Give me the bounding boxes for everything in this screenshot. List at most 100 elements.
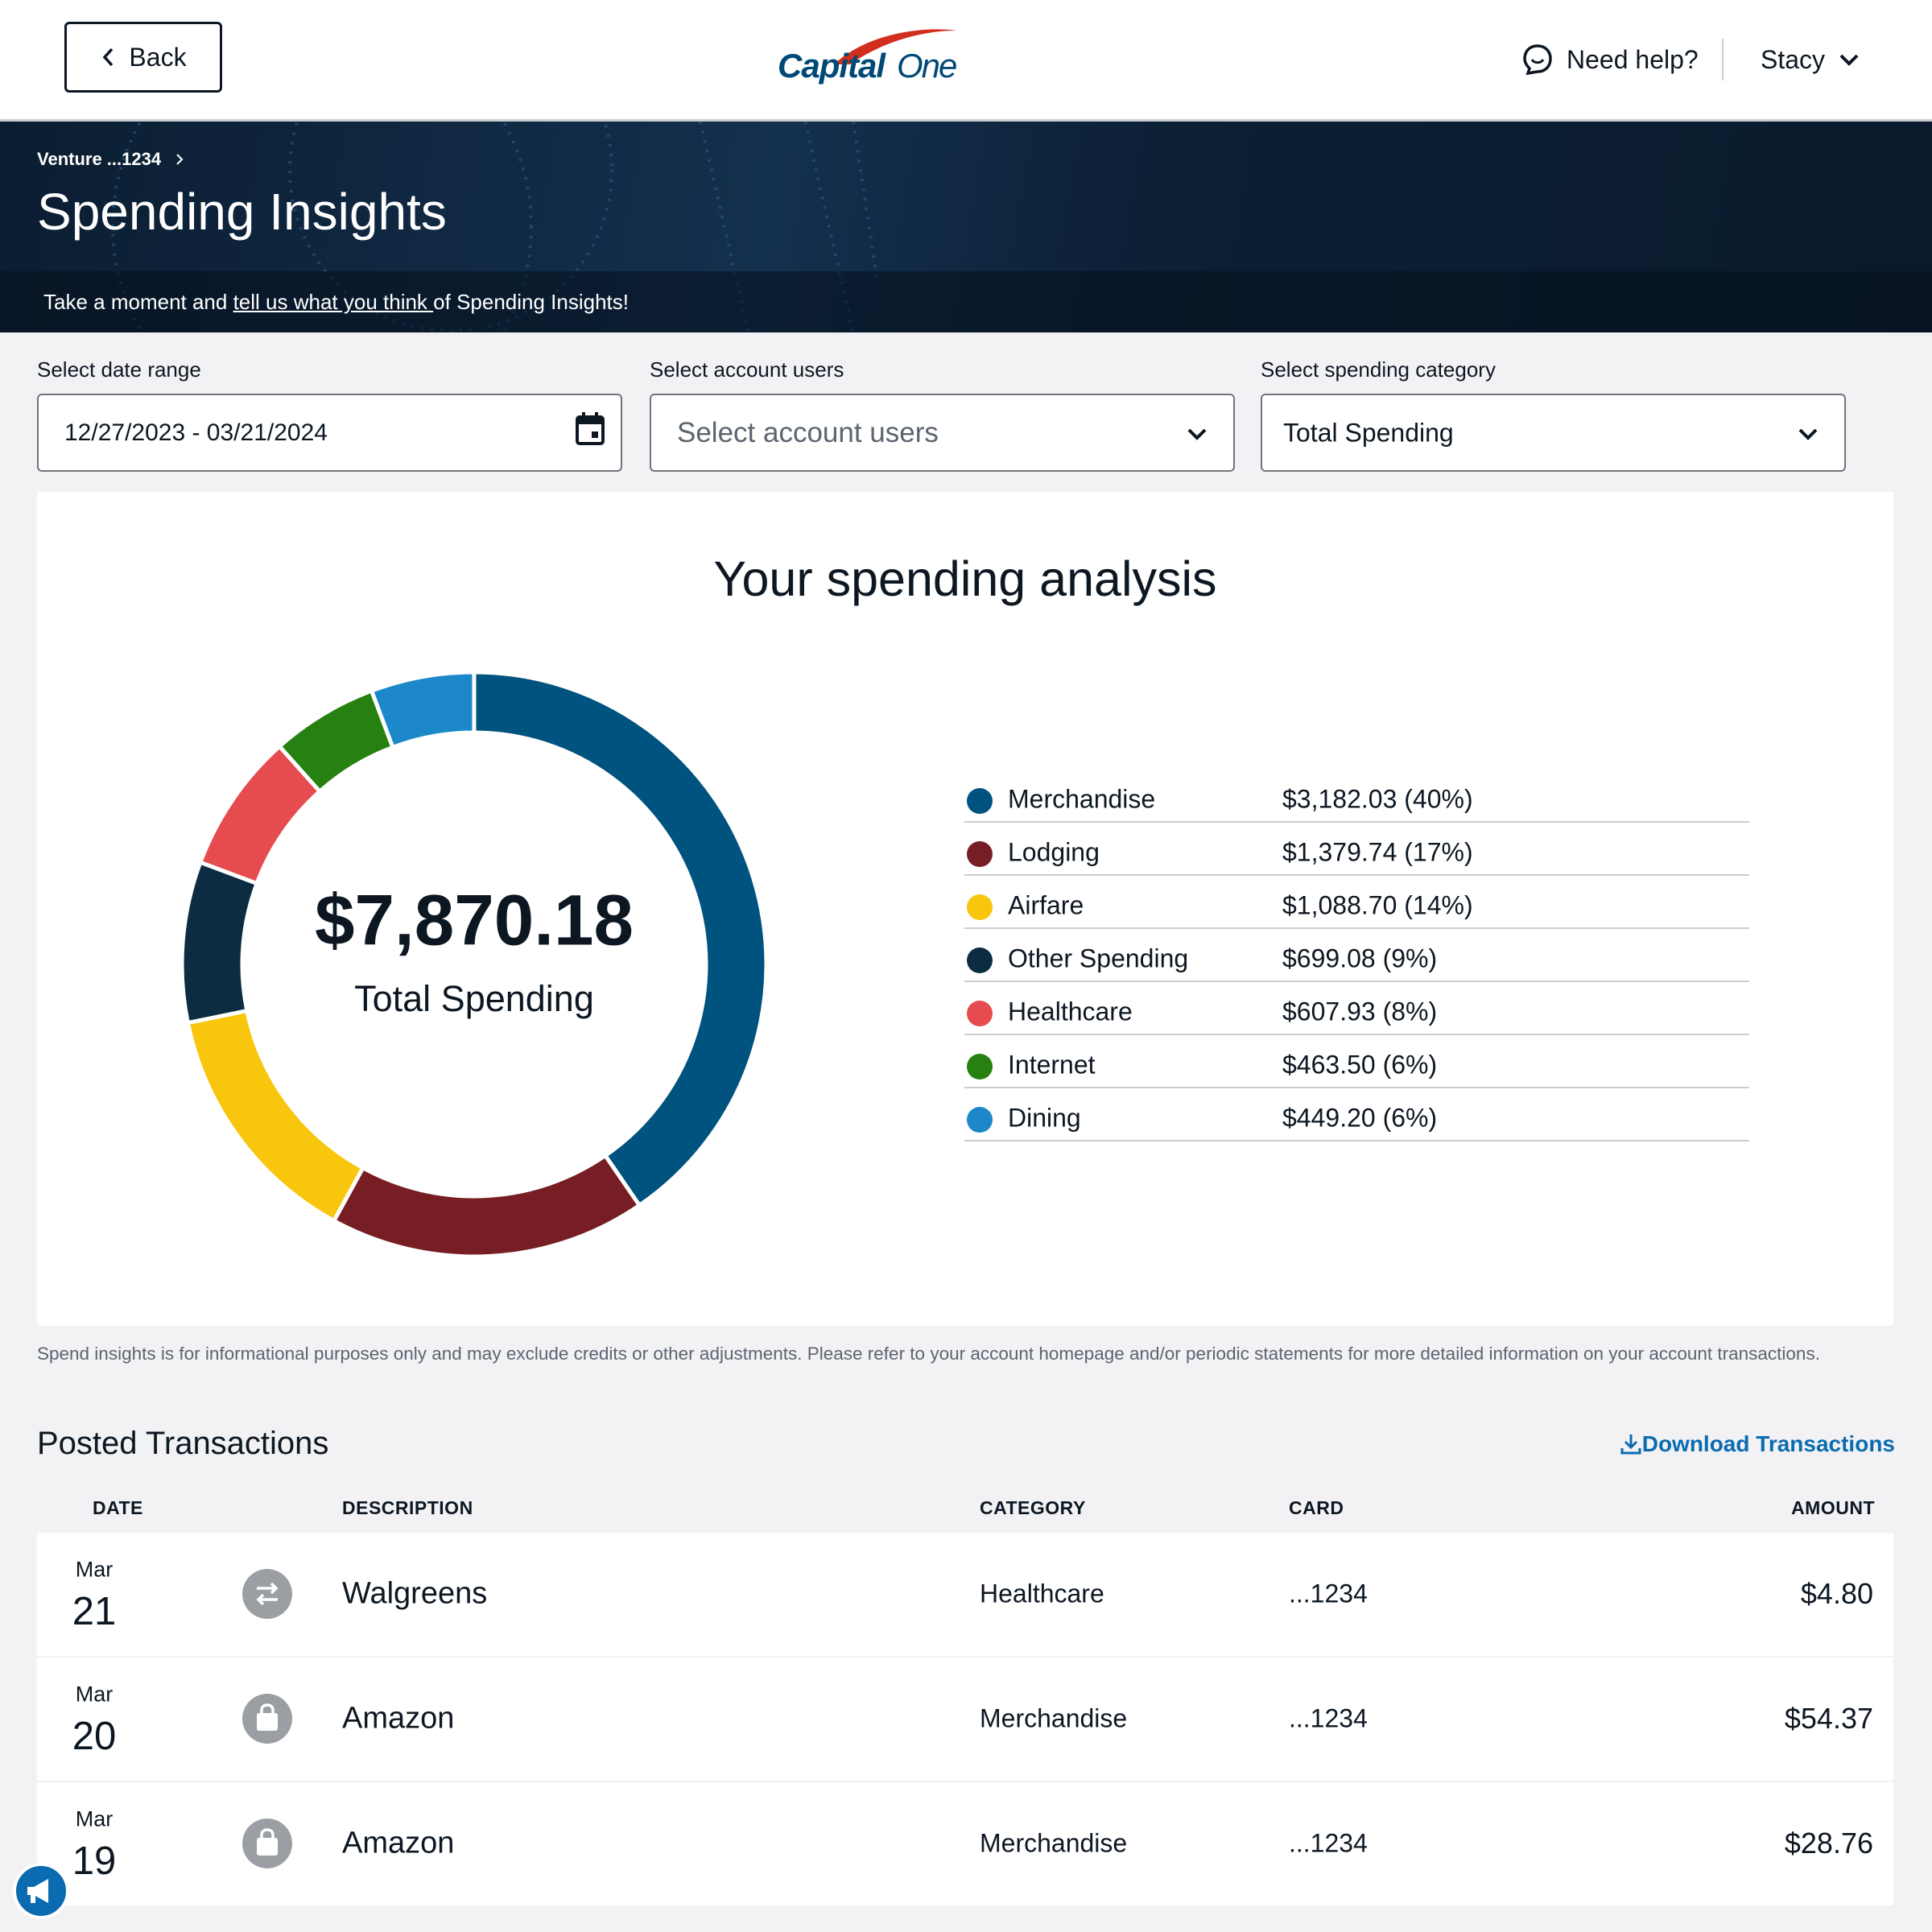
legend-swatch xyxy=(967,947,993,973)
feedback-text: Take a moment and tell us what you think… xyxy=(43,290,629,315)
center-label: Total Spending xyxy=(354,978,594,1019)
chart-card: Your spending analysis $7,870.18 Total S… xyxy=(37,492,1893,1326)
legend-value: $463.50 (6%) xyxy=(1282,1050,1437,1079)
legend-label: Other Spending xyxy=(1008,943,1188,972)
transaction-row[interactable]: Mar 20 Amazon Merchandise ...1234 $54.37 xyxy=(37,1657,1893,1781)
users-select[interactable]: Select account users xyxy=(650,394,1235,472)
download-link[interactable]: Download Transactions xyxy=(1641,1431,1895,1456)
filter-value: Total Spending xyxy=(1283,418,1454,447)
row-month: Mar xyxy=(75,1557,114,1582)
legend-value: $3,182.03 (40%) xyxy=(1282,784,1473,813)
legend-swatch xyxy=(967,1001,993,1026)
donut-segment xyxy=(331,1153,642,1259)
donut-segment xyxy=(472,670,769,1208)
transaction-row[interactable]: Mar 19 Amazon Merchandise ...1234 $28.76 xyxy=(37,1782,1893,1905)
row-description: Walgreens xyxy=(342,1576,488,1611)
legend-label: Internet xyxy=(1008,1050,1096,1079)
chart-title: Your spending analysis xyxy=(713,551,1216,606)
feedback-pre: Take a moment and xyxy=(43,290,233,314)
row-amount: $28.76 xyxy=(1784,1827,1873,1860)
back-button[interactable]: Back xyxy=(64,22,222,93)
legend-swatch xyxy=(967,894,993,920)
logo-swoosh xyxy=(834,29,956,64)
back-label: Back xyxy=(129,42,187,72)
transfer-glyph xyxy=(256,1582,279,1606)
column-header: CARD xyxy=(1289,1497,1344,1518)
feedback-post: of Spending Insights! xyxy=(433,290,629,314)
divider xyxy=(1722,39,1724,80)
hero: Venture ...1234 Spending Insights Take a… xyxy=(0,122,1932,332)
top-bar: Back Capital One Need help? Stacy xyxy=(0,0,1932,122)
category-icon xyxy=(242,1569,292,1619)
filter-value: Select account users xyxy=(677,416,939,448)
row-month: Mar xyxy=(75,1806,114,1831)
bag-glyph xyxy=(257,1703,278,1731)
page-title: Spending Insights xyxy=(37,183,447,241)
row-day: 19 xyxy=(72,1839,117,1883)
chart: Your spending analysis $7,870.18 Total S… xyxy=(180,551,1749,1259)
feedback-link[interactable]: tell us what you think xyxy=(233,290,434,314)
row-description: Amazon xyxy=(342,1826,455,1860)
row-day: 20 xyxy=(72,1715,117,1758)
row-card: ...1234 xyxy=(1289,1579,1368,1608)
donut-segment xyxy=(180,859,260,1026)
filter-label: Select date range xyxy=(37,357,201,382)
filter-value: 12/27/2023 - 03/21/2024 xyxy=(64,419,328,446)
filter-label: Select spending category xyxy=(1261,357,1496,382)
legend-label: Healthcare xyxy=(1008,997,1133,1026)
legend-value: $1,088.70 (14%) xyxy=(1282,890,1473,919)
help-icon xyxy=(1523,44,1552,76)
legend-swatch xyxy=(967,788,993,814)
bag-glyph xyxy=(257,1828,278,1856)
date-range-input[interactable]: 12/27/2023 - 03/21/2024 xyxy=(37,394,622,472)
row-category: Healthcare xyxy=(980,1579,1104,1608)
select-chevron xyxy=(1187,428,1207,440)
legend-label: Lodging xyxy=(1008,837,1100,866)
download-icon xyxy=(1620,1435,1641,1455)
breadcrumb-chevron xyxy=(176,154,184,165)
help-link[interactable]: Need help? xyxy=(1567,45,1699,74)
legend-swatch xyxy=(967,1107,993,1133)
row-amount: $54.37 xyxy=(1784,1702,1873,1735)
breadcrumb[interactable]: Venture ...1234 xyxy=(37,149,162,169)
legend-label: Dining xyxy=(1008,1103,1081,1132)
transaction-row[interactable]: Mar 21 Walgreens Healthcare ...1234 $4.80 xyxy=(37,1533,1893,1656)
row-day: 21 xyxy=(72,1590,117,1633)
column-header: AMOUNT xyxy=(1791,1497,1875,1518)
category-icon xyxy=(242,1694,292,1744)
row-month: Mar xyxy=(75,1682,114,1707)
center-value: $7,870.18 xyxy=(315,880,634,960)
select-chevron xyxy=(1798,428,1818,440)
back-chevron xyxy=(103,47,114,67)
legend-swatch xyxy=(967,1054,993,1080)
section-title: Posted Transactions xyxy=(37,1426,329,1461)
donut-segment xyxy=(185,1008,366,1224)
logo-word: Capital xyxy=(778,47,886,85)
row-card: ...1234 xyxy=(1289,1703,1368,1733)
legend-swatch xyxy=(967,841,993,867)
column-header: DESCRIPTION xyxy=(342,1497,473,1518)
user-menu[interactable]: Stacy xyxy=(1761,45,1826,74)
calendar-icon xyxy=(576,412,605,445)
logo-word: One xyxy=(897,47,957,85)
category-icon xyxy=(242,1818,292,1868)
user-chevron xyxy=(1839,54,1859,66)
legend-value: $699.08 (9%) xyxy=(1282,943,1437,972)
filter-label: Select account users xyxy=(650,357,844,382)
row-amount: $4.80 xyxy=(1800,1577,1873,1610)
legend-label: Merchandise xyxy=(1008,784,1155,813)
row-card: ...1234 xyxy=(1289,1828,1368,1858)
legend-value: $607.93 (8%) xyxy=(1282,997,1437,1026)
feedback-fab[interactable] xyxy=(11,1861,71,1921)
column-header: DATE xyxy=(93,1497,143,1518)
legend-value: $449.20 (6%) xyxy=(1282,1103,1437,1132)
legend-label: Airfare xyxy=(1008,890,1084,919)
row-description: Amazon xyxy=(342,1701,455,1736)
category-select[interactable]: Total Spending xyxy=(1261,394,1846,472)
legend-value: $1,379.74 (17%) xyxy=(1282,837,1473,866)
disclaimer: Spend insights is for informational purp… xyxy=(37,1344,1820,1364)
feedback-bar: Take a moment and tell us what you think… xyxy=(0,271,1932,332)
column-header: CATEGORY xyxy=(980,1497,1086,1518)
row-category: Merchandise xyxy=(980,1703,1128,1733)
